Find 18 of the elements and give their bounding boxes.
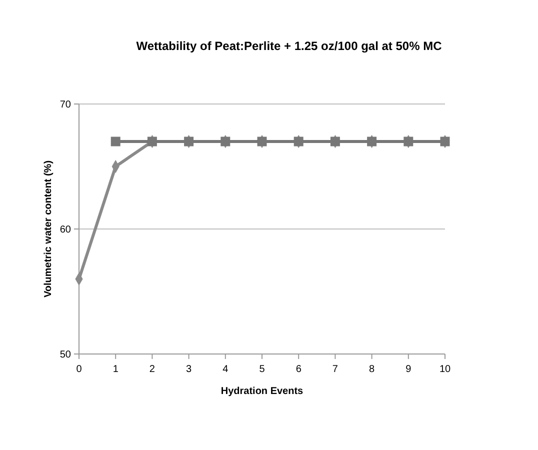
x-axis-title: Hydration Events [220,386,304,397]
x-tick-label: 4 [222,364,229,375]
chart-title: Wettability of Peat:Perlite + 1.25 oz/100 gal at 50% MC [136,39,442,53]
x-tick-label: 3 [186,364,192,375]
x-tick-label: 2 [149,364,156,375]
y-axis-title: Volumetric water content (%) [43,160,54,298]
y-tick-label: 70 [60,100,72,110]
x-tick-label: 1 [112,364,119,375]
x-tick-label: 8 [369,364,376,375]
x-tick-label: 9 [406,364,412,375]
y-tick-label: 60 [60,224,72,236]
x-tick-label: 7 [332,364,338,375]
x-tick-label: 10 [439,364,451,375]
point [110,136,120,146]
y-tick-label: 50 [60,350,72,360]
x-tick-label: 6 [296,364,302,375]
x-tick-label: 5 [259,364,266,375]
x-tick-label: 0 [76,364,82,375]
